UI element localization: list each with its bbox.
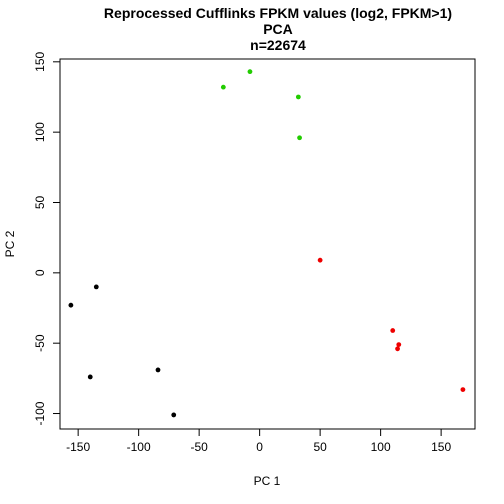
- data-point-series-1: [87, 374, 93, 380]
- x-axis: -150 -100 -50 0 50 100 150: [66, 429, 451, 454]
- y-tick-label: 0: [33, 269, 47, 276]
- x-tick-label: -50: [190, 440, 208, 454]
- data-point-series-2: [220, 84, 226, 90]
- data-point-series-3: [395, 346, 400, 352]
- y-tick-label: 150: [33, 51, 47, 71]
- data-point-series-1: [93, 284, 99, 290]
- plot-frame: [59, 58, 476, 430]
- data-point-series-1: [68, 302, 74, 308]
- y-axis: -100 -50 0 50 100 150: [33, 51, 60, 426]
- data-point-series-1: [171, 412, 177, 418]
- x-tick-label: -150: [66, 440, 90, 454]
- data-point-series-3: [390, 328, 396, 333]
- x-tick-label: 50: [313, 440, 327, 454]
- data-point-series-1: [155, 367, 161, 373]
- x-tick-label: 0: [256, 440, 263, 454]
- y-tick-label: -100: [33, 401, 47, 425]
- y-tick-label: 50: [33, 196, 47, 210]
- chart-title-line-3: n=22674: [250, 37, 306, 53]
- chart-title-line-2: PCA: [263, 21, 293, 37]
- data-point-series-3: [317, 257, 323, 263]
- data-point-series-3: [460, 387, 466, 393]
- y-axis-label: PC 2: [3, 230, 17, 257]
- x-tick-label: -100: [127, 440, 151, 454]
- data-point-series-2: [247, 69, 253, 75]
- data-points: [68, 69, 466, 418]
- x-tick-label: 100: [371, 440, 391, 454]
- data-point-series-3: [396, 342, 402, 347]
- y-tick-label: 100: [33, 122, 47, 142]
- chart-title-line-1: Reprocessed Cufflinks FPKM values (log2,…: [104, 5, 452, 21]
- x-tick-label: 150: [431, 440, 451, 454]
- data-point-series-2: [297, 135, 302, 141]
- x-axis-label: PC 1: [254, 474, 281, 488]
- y-tick-label: -50: [33, 334, 47, 352]
- data-point-series-2: [295, 94, 301, 100]
